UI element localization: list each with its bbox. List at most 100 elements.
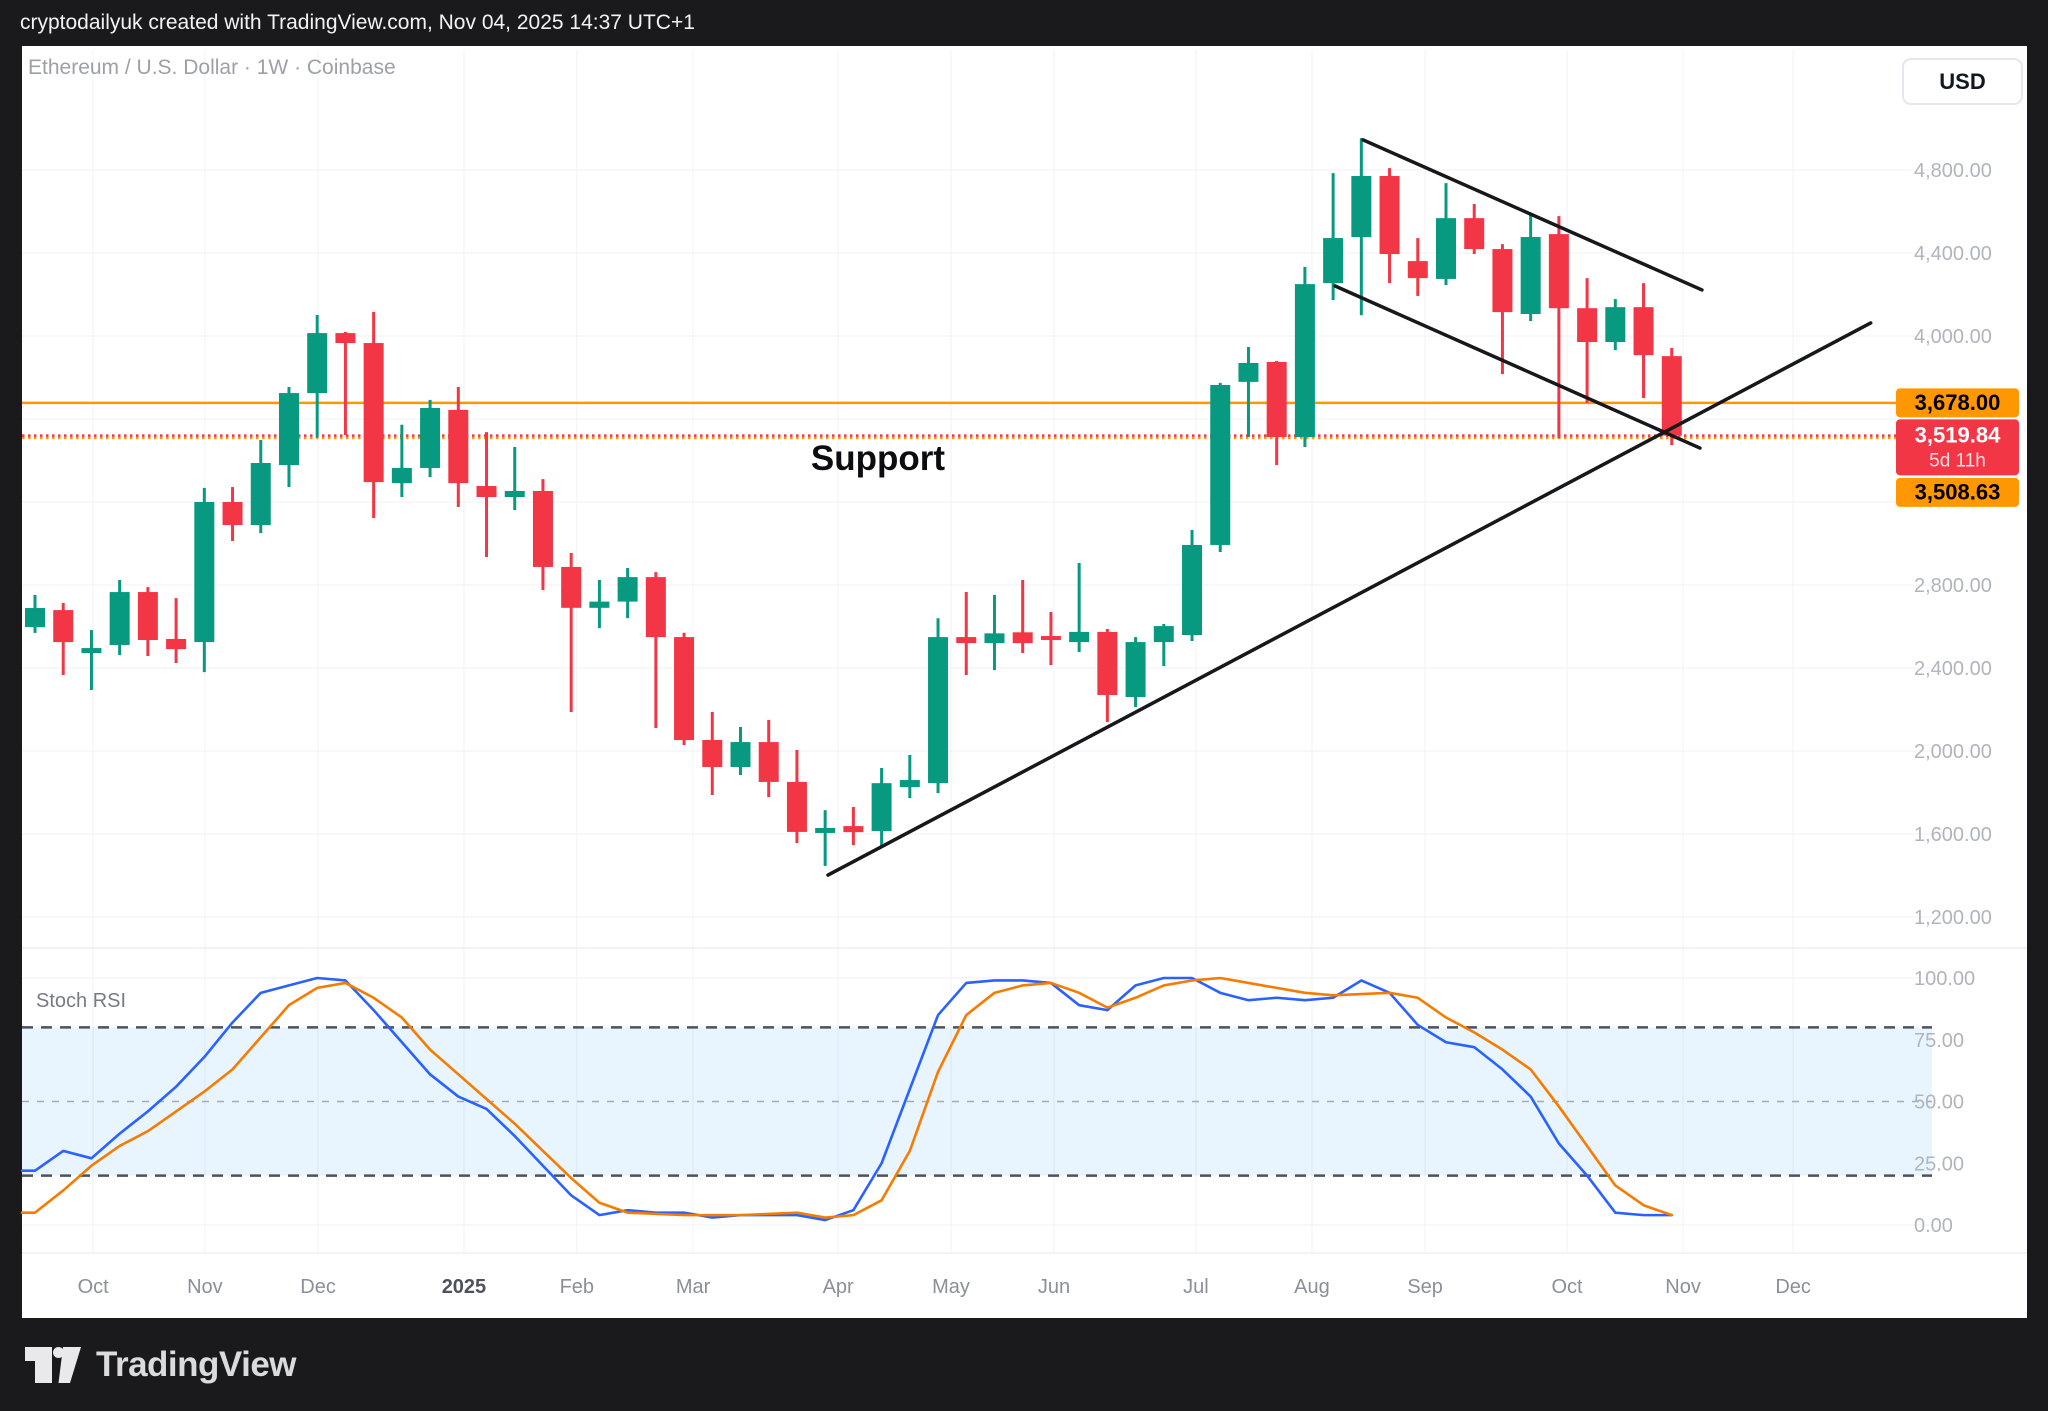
- candle-body: [1012, 632, 1033, 644]
- stoch-tick-label: 75.00: [1914, 1030, 1964, 1052]
- price-axis[interactable]: 4,800.00 4,400.00 4,000.00 2,800.00 2,400.00…: [1914, 160, 1992, 1237]
- candle: [250, 439, 271, 534]
- currency-toggle-button[interactable]: USD: [1902, 58, 2023, 105]
- candle: [1323, 173, 1344, 301]
- month-tick-label: Mar: [676, 1276, 711, 1298]
- price-levels: [22, 401, 1932, 440]
- candle-body: [956, 637, 977, 644]
- candle: [307, 315, 328, 438]
- candle-body: [137, 592, 158, 640]
- month-tick-label: Dec: [300, 1276, 336, 1298]
- trendline-channel-top[interactable]: [1361, 138, 1704, 292]
- candle: [222, 487, 243, 542]
- level-price-tag-text: 3,508.63: [1915, 479, 2001, 504]
- price-tick-label: 4,000.00: [1914, 326, 1992, 348]
- candle-body: [1125, 642, 1146, 698]
- candle-body: [674, 637, 695, 741]
- candle: [589, 580, 610, 629]
- candle-body: [815, 827, 836, 833]
- footer-bar: TradingView: [0, 1318, 2048, 1411]
- candle-body: [1633, 307, 1654, 356]
- drawings: [826, 138, 1873, 877]
- candle: [984, 594, 1005, 671]
- candle-body: [1210, 384, 1231, 545]
- candle-body: [1069, 631, 1090, 643]
- candle-body: [250, 462, 271, 526]
- candle-body: [928, 637, 949, 784]
- candle-body: [363, 343, 384, 483]
- price-tick-label: 1,200.00: [1914, 907, 1992, 929]
- attribution-bar: cryptodailyuk created with TradingView.c…: [0, 0, 2048, 46]
- month-tick-label: Oct: [1552, 1276, 1584, 1298]
- candle: [1125, 637, 1146, 708]
- month-tick-label: Oct: [78, 1276, 110, 1298]
- price-tick-label: 1,600.00: [1914, 824, 1992, 846]
- grid: [22, 50, 1932, 1253]
- candle-body: [1464, 218, 1485, 250]
- candle-body: [1266, 361, 1287, 438]
- candle: [1210, 382, 1231, 553]
- price-tick-label: 2,400.00: [1914, 658, 1992, 680]
- trendline-channel-bottom[interactable]: [1333, 284, 1702, 450]
- candle-body: [702, 740, 723, 767]
- candle: [109, 580, 130, 656]
- candle: [1633, 283, 1654, 399]
- price-tick-label: 2,800.00: [1914, 575, 1992, 597]
- candle: [956, 592, 977, 676]
- chart-surface: [22, 46, 2027, 1318]
- candle: [730, 726, 751, 776]
- candle: [1407, 238, 1428, 296]
- candle: [1040, 611, 1061, 666]
- candle-body: [1323, 238, 1344, 284]
- candle: [25, 594, 45, 633]
- candle: [391, 424, 412, 498]
- time-axis[interactable]: Oct Nov Dec 2025 Feb Mar Apr May Jun Jul Aug Sep Oct…: [78, 1276, 1811, 1298]
- tradingview-logo-icon[interactable]: [24, 1345, 82, 1385]
- candle-body: [1238, 362, 1259, 382]
- candle: [702, 711, 723, 795]
- support-annotation[interactable]: Support: [810, 439, 946, 478]
- candle: [1351, 138, 1372, 316]
- symbol-title[interactable]: Ethereum / U.S. Dollar · 1W · Coinbase: [28, 56, 396, 79]
- candle-body: [786, 781, 807, 832]
- candle-body: [1153, 626, 1174, 643]
- candle: [1238, 346, 1259, 438]
- price-tick-label: 4,800.00: [1914, 160, 1992, 182]
- candle-body: [730, 742, 751, 767]
- candle: [1605, 299, 1626, 351]
- candle-body: [81, 648, 102, 654]
- candle: [420, 399, 441, 478]
- month-tick-label: Jul: [1183, 1276, 1209, 1298]
- trendline-rising-support[interactable]: [826, 321, 1873, 877]
- stoch-tick-label: 50.00: [1914, 1092, 1964, 1114]
- candle-body: [1492, 249, 1513, 313]
- candle-body: [53, 610, 74, 643]
- stoch-rsi-pane: [20, 976, 1932, 1222]
- stoch-tick-label: 25.00: [1914, 1153, 1964, 1175]
- candle-body: [532, 491, 553, 567]
- candle-body: [504, 491, 525, 498]
- month-tick-label: Apr: [823, 1276, 854, 1298]
- candle-body: [1040, 636, 1061, 640]
- candle: [1182, 530, 1203, 642]
- tradingview-wordmark[interactable]: TradingView: [96, 1344, 297, 1384]
- candle: [1492, 244, 1513, 375]
- candle-body: [1661, 356, 1682, 436]
- month-tick-label: Nov: [187, 1276, 223, 1298]
- candle-body: [645, 577, 666, 638]
- candle: [1520, 213, 1541, 322]
- candle: [1097, 628, 1118, 722]
- candle-body: [871, 783, 892, 832]
- price-tag-labels: 3,678.00 3,519.84 5d 11h 3,508.63: [1896, 388, 2019, 507]
- stoch-rsi-indicator-label[interactable]: Stoch RSI: [36, 990, 127, 1012]
- level-price-tag: [1896, 388, 2019, 418]
- candle: [815, 810, 836, 866]
- candle-body: [166, 638, 187, 650]
- price-tick-label: 4,400.00: [1914, 243, 1992, 265]
- candle-body: [1577, 308, 1598, 343]
- candle: [1069, 563, 1090, 653]
- candle: [532, 479, 553, 590]
- candle-body: [1182, 544, 1203, 636]
- candle: [1436, 183, 1456, 286]
